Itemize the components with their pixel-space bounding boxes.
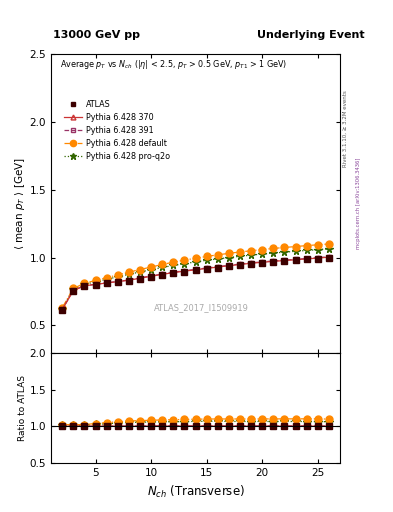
Y-axis label: $\langle$ mean $p_T$ $\rangle$ [GeV]: $\langle$ mean $p_T$ $\rangle$ [GeV] [13, 157, 27, 250]
Legend: ATLAS, Pythia 6.428 370, Pythia 6.428 391, Pythia 6.428 default, Pythia 6.428 pr: ATLAS, Pythia 6.428 370, Pythia 6.428 39… [61, 97, 173, 164]
Text: Average $p_T$ vs $N_{ch}$ ($|\eta|$ < 2.5, $p_T$ > 0.5 GeV, $p_{T1}$ > 1 GeV): Average $p_T$ vs $N_{ch}$ ($|\eta|$ < 2.… [60, 58, 287, 71]
X-axis label: $N_{ch}$ (Transverse): $N_{ch}$ (Transverse) [147, 484, 244, 500]
Text: 13000 GeV pp: 13000 GeV pp [53, 30, 140, 40]
Text: Underlying Event: Underlying Event [257, 30, 365, 40]
Text: Rivet 3.1.10, ≥ 3.2M events: Rivet 3.1.10, ≥ 3.2M events [343, 90, 348, 167]
Y-axis label: Ratio to ATLAS: Ratio to ATLAS [18, 375, 27, 441]
Text: mcplots.cern.ch [arXiv:1306.3436]: mcplots.cern.ch [arXiv:1306.3436] [356, 158, 361, 249]
Text: ATLAS_2017_I1509919: ATLAS_2017_I1509919 [154, 303, 249, 312]
